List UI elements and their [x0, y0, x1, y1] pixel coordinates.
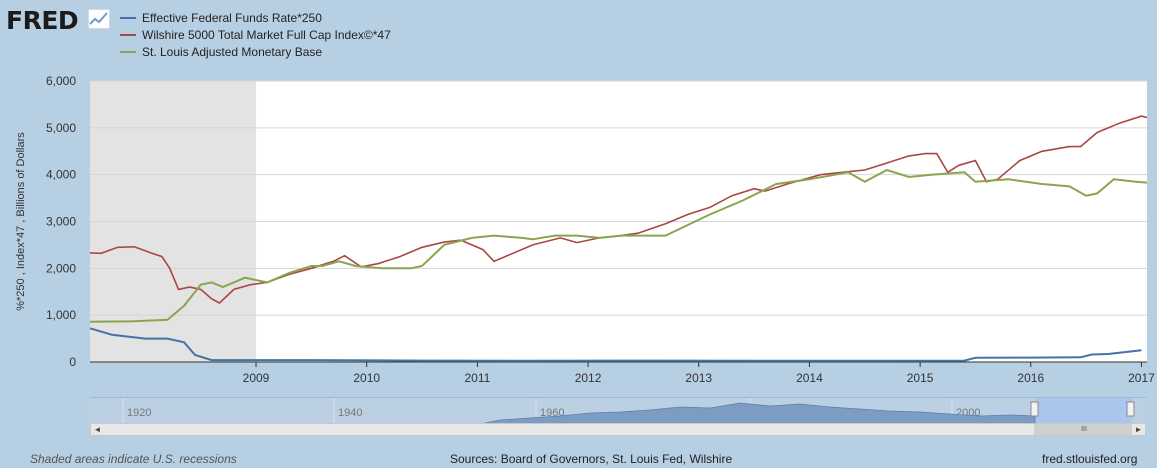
x-tick-label: 2011 — [464, 371, 490, 385]
y-tick-label: 6,000 — [46, 74, 76, 88]
scroll-thumb[interactable]: III — [1034, 424, 1134, 435]
x-tick-label: 2015 — [907, 371, 934, 385]
legend-label: Wilshire 5000 Total Market Full Cap Inde… — [142, 27, 391, 42]
fred-logo: FRED — [6, 6, 79, 35]
fred-url-link[interactable]: fred.stlouisfed.org — [1042, 452, 1138, 466]
x-tick-label: 2010 — [353, 371, 380, 385]
legend-label: St. Louis Adjusted Monetary Base — [142, 44, 323, 59]
navigator-handle-right — [1126, 401, 1135, 417]
series-line — [89, 327, 1142, 362]
series-line — [89, 115, 1148, 304]
navigator-year-label: 1920 — [127, 407, 151, 419]
navigator-selected-range — [1035, 398, 1132, 424]
navigator-area — [479, 402, 1036, 424]
scroll-left-button[interactable]: ◄ — [91, 424, 104, 435]
x-tick-label: 2013 — [685, 371, 712, 385]
x-tick-label: 2017 — [1128, 371, 1155, 385]
chart-logo-icon — [88, 9, 110, 29]
legend-item: Effective Federal Funds Rate*250 — [120, 9, 391, 26]
x-tick-label: 2016 — [1017, 371, 1044, 385]
legend-item: St. Louis Adjusted Monetary Base — [120, 43, 391, 60]
x-tick-label: 2014 — [796, 371, 823, 385]
x-tick-label: 2009 — [243, 371, 270, 385]
recession-note: Shaded areas indicate U.S. recessions — [30, 452, 237, 466]
y-tick-label: 0 — [69, 355, 76, 369]
navigator-year-label: 1940 — [338, 407, 362, 419]
y-tick-label: 3,000 — [46, 215, 76, 229]
y-tick-label: 4,000 — [46, 168, 76, 182]
x-tick-label: 2012 — [575, 371, 602, 385]
series-line — [89, 168, 1148, 323]
legend-swatch — [120, 16, 136, 19]
legend-swatch — [120, 33, 136, 36]
y-axis-label: %*250 , Index*47 , Billions of Dollars — [15, 132, 27, 311]
navigator-handle-left — [1030, 401, 1039, 417]
line-chart: 0 1,000 2,000 3,000 4,000 5,000 6,000 2009 2010 2… — [15, 74, 1155, 385]
horizontal-scrollbar[interactable]: ◄ III ► — [90, 423, 1146, 436]
range-navigator[interactable]: 19201940196019802000 — [90, 397, 1146, 424]
y-tick-label: 1,000 — [46, 308, 76, 322]
chart-legend: Effective Federal Funds Rate*250 Wilshir… — [120, 9, 391, 60]
legend-item: Wilshire 5000 Total Market Full Cap Inde… — [120, 26, 391, 43]
sources-text: Sources: Board of Governors, St. Louis F… — [450, 452, 733, 466]
scroll-right-button[interactable]: ► — [1132, 424, 1145, 435]
y-tick-label: 5,000 — [46, 121, 76, 135]
navigator-overview: 19201940196019802000 — [122, 398, 1135, 424]
legend-label: Effective Federal Funds Rate*250 — [142, 10, 322, 25]
legend-swatch — [120, 50, 136, 53]
y-tick-label: 2,000 — [46, 261, 76, 275]
